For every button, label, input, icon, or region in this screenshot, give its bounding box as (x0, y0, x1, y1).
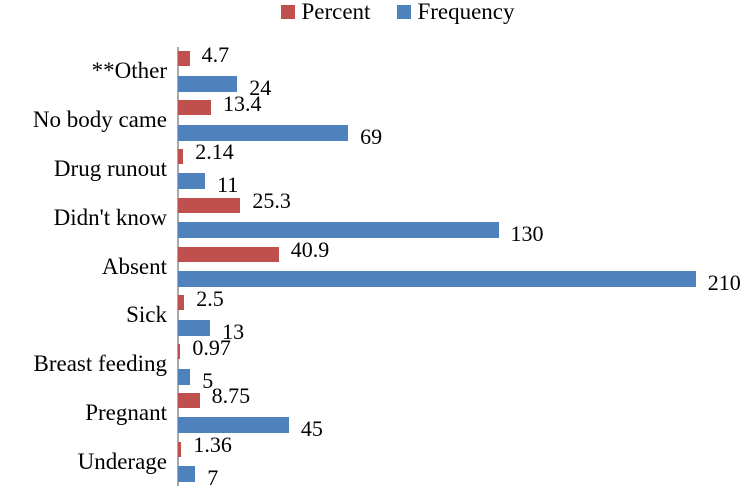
percent-swatch-icon (281, 5, 296, 19)
bar-line-frequency: 210 (178, 268, 750, 294)
chart-row: Underage 1.36 7 (0, 434, 750, 486)
chart-row: Pregnant 8.75 45 (0, 385, 750, 440)
bar-group: 40.9 210 (178, 239, 750, 294)
legend-label-percent: Percent (301, 0, 371, 24)
category-label: No body came (32, 107, 167, 133)
bar-group: 4.7 24 (178, 43, 750, 98)
legend: Percent Frequency (0, 0, 750, 32)
frequency-bar (178, 319, 211, 336)
percent-value-label: 40.9 (290, 237, 330, 263)
percent-value-label: 4.7 (201, 41, 230, 67)
percent-value-label: 1.36 (193, 432, 232, 458)
bar-group: 13.4 69 (178, 92, 750, 147)
bar-line-percent: 40.9 (178, 239, 750, 265)
bar-line-percent: 1.36 (178, 434, 750, 460)
frequency-value-label: 45 (300, 416, 323, 442)
y-axis-line (177, 47, 179, 486)
category-label: Underage (77, 448, 167, 474)
percent-bar (178, 100, 211, 116)
frequency-value-label: 130 (510, 221, 544, 247)
frequency-bar (178, 417, 289, 434)
frequency-value-label: 69 (360, 123, 383, 149)
frequency-value-label: 210 (707, 270, 741, 296)
category-label: Pregnant (85, 399, 167, 425)
frequency-value-label: 24 (249, 74, 272, 100)
category-label: Sick (126, 302, 167, 328)
percent-value-label: 2.14 (195, 139, 234, 165)
frequency-value-label: 5 (202, 367, 214, 393)
category-label: Didn't know (53, 204, 167, 230)
bar-line-frequency: 7 (178, 463, 750, 486)
bar-group: 2.14 11 (178, 141, 750, 196)
category-label: Drug runout (53, 155, 167, 181)
percent-bar (178, 51, 190, 67)
percent-bar (178, 392, 200, 408)
frequency-bar (178, 271, 696, 288)
percent-value-label: 2.5 (196, 285, 224, 311)
frequency-bar (178, 75, 238, 92)
bar-group: 1.36 7 (178, 434, 750, 486)
bar-line-frequency: 5 (178, 366, 750, 391)
bar-line-percent: 2.14 (178, 141, 750, 167)
legend-label-frequency: Frequency (417, 0, 515, 24)
percent-bar (178, 295, 185, 311)
bar-line-percent: 4.7 (178, 43, 750, 70)
percent-value-label: 8.75 (211, 383, 251, 409)
frequency-value-label: 13 (222, 318, 245, 344)
chart-row: Didn't know 25.3 130 (0, 190, 750, 245)
chart-row: No body came 13.4 69 (0, 92, 750, 147)
bar-line-frequency: 13 (178, 317, 750, 342)
bar-line-percent: 25.3 (178, 190, 750, 216)
bar-line-frequency: 69 (178, 122, 750, 147)
frequency-bar (178, 173, 206, 190)
chart-row: Sick 2.5 13 (0, 287, 750, 342)
bar-line-percent: 0.97 (178, 336, 750, 363)
frequency-value-label: 11 (217, 172, 239, 198)
frequency-bar (178, 368, 191, 385)
bar-line-percent: 13.4 (178, 92, 750, 119)
category-label: Breast feeding (33, 351, 167, 377)
bar-group: 8.75 45 (178, 385, 750, 440)
bar-group: 0.97 5 (178, 336, 750, 391)
percent-bar (178, 344, 181, 360)
legend-item-percent: Percent (281, 0, 370, 24)
chart-row: Breast feeding 0.97 5 (0, 336, 750, 391)
frequency-bar (178, 124, 349, 141)
category-label: Absent (101, 253, 167, 279)
bar-line-frequency: 130 (178, 219, 750, 245)
bar-line-frequency: 45 (178, 414, 750, 440)
chart-row: Drug runout 2.14 11 (0, 141, 750, 196)
percent-bar (178, 148, 184, 164)
frequency-bar (178, 222, 499, 239)
bar-line-frequency: 11 (178, 170, 750, 196)
bar-line-percent: 8.75 (178, 385, 750, 411)
percent-bar (178, 197, 241, 213)
percent-bar (178, 246, 279, 262)
percent-bar (178, 441, 182, 457)
bar-line-frequency: 24 (178, 73, 750, 98)
frequency-bar (178, 466, 196, 483)
frequency-swatch-icon (397, 5, 412, 19)
bar-group: 2.5 13 (178, 287, 750, 342)
bar-line-percent: 2.5 (178, 287, 750, 314)
percent-value-label: 13.4 (223, 90, 262, 116)
percent-value-label: 25.3 (252, 188, 291, 214)
category-label: **Other (91, 58, 167, 84)
chart-row: Absent 40.9 210 (0, 239, 750, 294)
frequency-value-label: 7 (207, 465, 219, 486)
percent-value-label: 0.97 (192, 334, 231, 360)
chart-row: **Other 4.7 24 (0, 43, 750, 98)
bar-group: 25.3 130 (178, 190, 750, 245)
legend-item-frequency: Frequency (397, 0, 515, 24)
plot-area: **Other 4.7 24 No body came 13.4 69 Drug runou… (0, 43, 750, 486)
